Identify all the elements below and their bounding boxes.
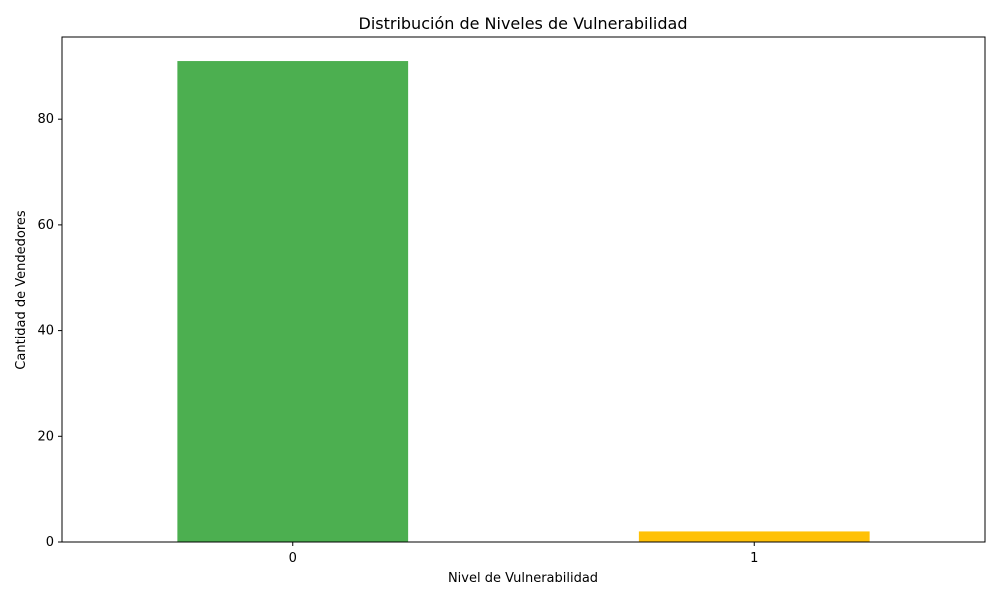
y-tick-label: 60 bbox=[37, 218, 54, 233]
y-tick-label: 40 bbox=[37, 324, 54, 339]
y-tick-label: 0 bbox=[46, 535, 54, 550]
y-axis-label: Cantidad de Vendedores bbox=[14, 210, 29, 370]
plot-frame bbox=[61, 36, 986, 543]
y-tick-label: 20 bbox=[37, 429, 54, 444]
x-tick-label: 0 bbox=[289, 551, 297, 566]
plot-area: 0 20 40 60 80 0 1 bbox=[37, 36, 986, 566]
chart-title: Distribución de Niveles de Vulnerabilida… bbox=[359, 14, 688, 33]
y-tick-label: 80 bbox=[37, 112, 54, 127]
bar-0 bbox=[177, 61, 409, 543]
bar-1 bbox=[638, 531, 870, 542]
x-axis-label: Nivel de Vulnerabilidad bbox=[448, 571, 598, 586]
x-tick-label: 1 bbox=[750, 551, 758, 566]
